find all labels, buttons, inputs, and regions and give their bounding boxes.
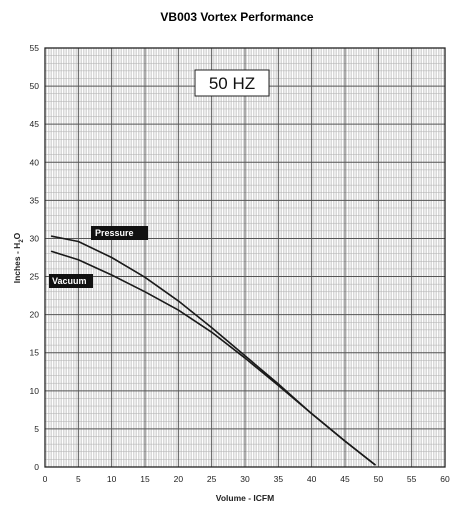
y-tick-label: 20 [30,310,40,320]
annotation-box: 50 HZ [194,69,270,97]
y-tick-label: 45 [30,119,40,129]
y-axis-label: Inches - H2O [12,232,25,283]
x-tick-label: 10 [107,474,117,484]
y-ticks: 0 5 10 15 20 25 30 35 40 45 50 55 [30,43,40,472]
x-tick-label: 5 [76,474,81,484]
y-tick-label: 10 [30,386,40,396]
x-tick-label: 40 [307,474,317,484]
y-tick-label: 35 [30,195,40,205]
x-tick-label: 55 [407,474,417,484]
x-tick-label: 0 [43,474,48,484]
y-tick-label: 50 [30,81,40,91]
x-tick-label: 60 [440,474,450,484]
x-tick-label: 25 [207,474,217,484]
y-tick-label: 55 [30,43,40,53]
y-tick-label: 25 [30,272,40,282]
y-tick-label: 30 [30,233,40,243]
x-tick-label: 45 [340,474,350,484]
x-tick-label: 30 [240,474,250,484]
series-layer [50,235,376,466]
y-tick-label: 0 [34,462,39,472]
x-axis-label: Volume - ICFM [216,493,274,503]
legend-vacuum: Vacuum [49,274,93,288]
x-ticks: 0 5 10 15 20 25 30 35 40 45 50 55 60 [43,474,450,484]
y-tick-label: 5 [34,424,39,434]
legend-vacuum-label: Vacuum [52,276,87,286]
x-tick-label: 15 [140,474,150,484]
series-line-vacuum [50,250,376,466]
grid [44,47,446,468]
chart-title: VB003 Vortex Performance [160,10,314,24]
x-tick-label: 20 [174,474,184,484]
y-tick-label: 40 [30,157,40,167]
plot-border [44,47,446,468]
legend-pressure-label: Pressure [95,228,134,238]
x-tick-label: 50 [374,474,384,484]
annotation-label: 50 HZ [209,74,255,93]
legend-pressure: Pressure [91,226,148,240]
plot-frame [44,47,446,468]
x-tick-label: 35 [274,474,284,484]
y-tick-label: 15 [30,348,40,358]
